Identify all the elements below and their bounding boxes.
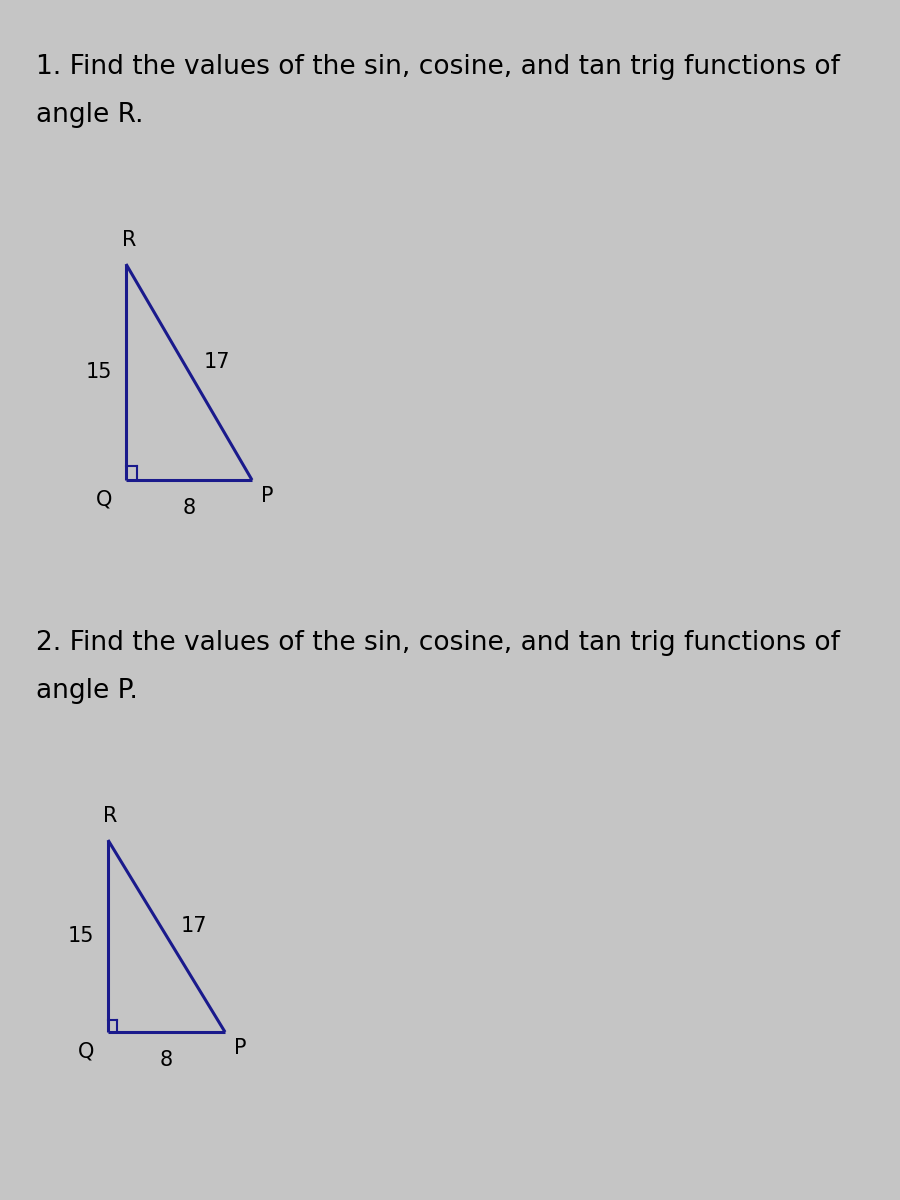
Text: 15: 15	[68, 926, 94, 946]
Text: Q: Q	[78, 1042, 94, 1062]
Text: 1. Find the values of the sin, cosine, and tan trig functions of: 1. Find the values of the sin, cosine, a…	[36, 54, 840, 80]
Text: Q: Q	[96, 490, 112, 510]
Text: 15: 15	[86, 362, 112, 382]
Text: R: R	[122, 229, 136, 250]
Text: P: P	[234, 1038, 247, 1058]
Text: angle P.: angle P.	[36, 678, 138, 704]
Text: 8: 8	[160, 1050, 173, 1070]
Text: 2. Find the values of the sin, cosine, and tan trig functions of: 2. Find the values of the sin, cosine, a…	[36, 630, 840, 656]
Text: 17: 17	[181, 917, 207, 936]
Text: 17: 17	[203, 353, 230, 372]
Text: R: R	[104, 805, 118, 826]
Text: P: P	[261, 486, 274, 506]
Text: angle R.: angle R.	[36, 102, 143, 128]
Text: 8: 8	[183, 498, 195, 518]
